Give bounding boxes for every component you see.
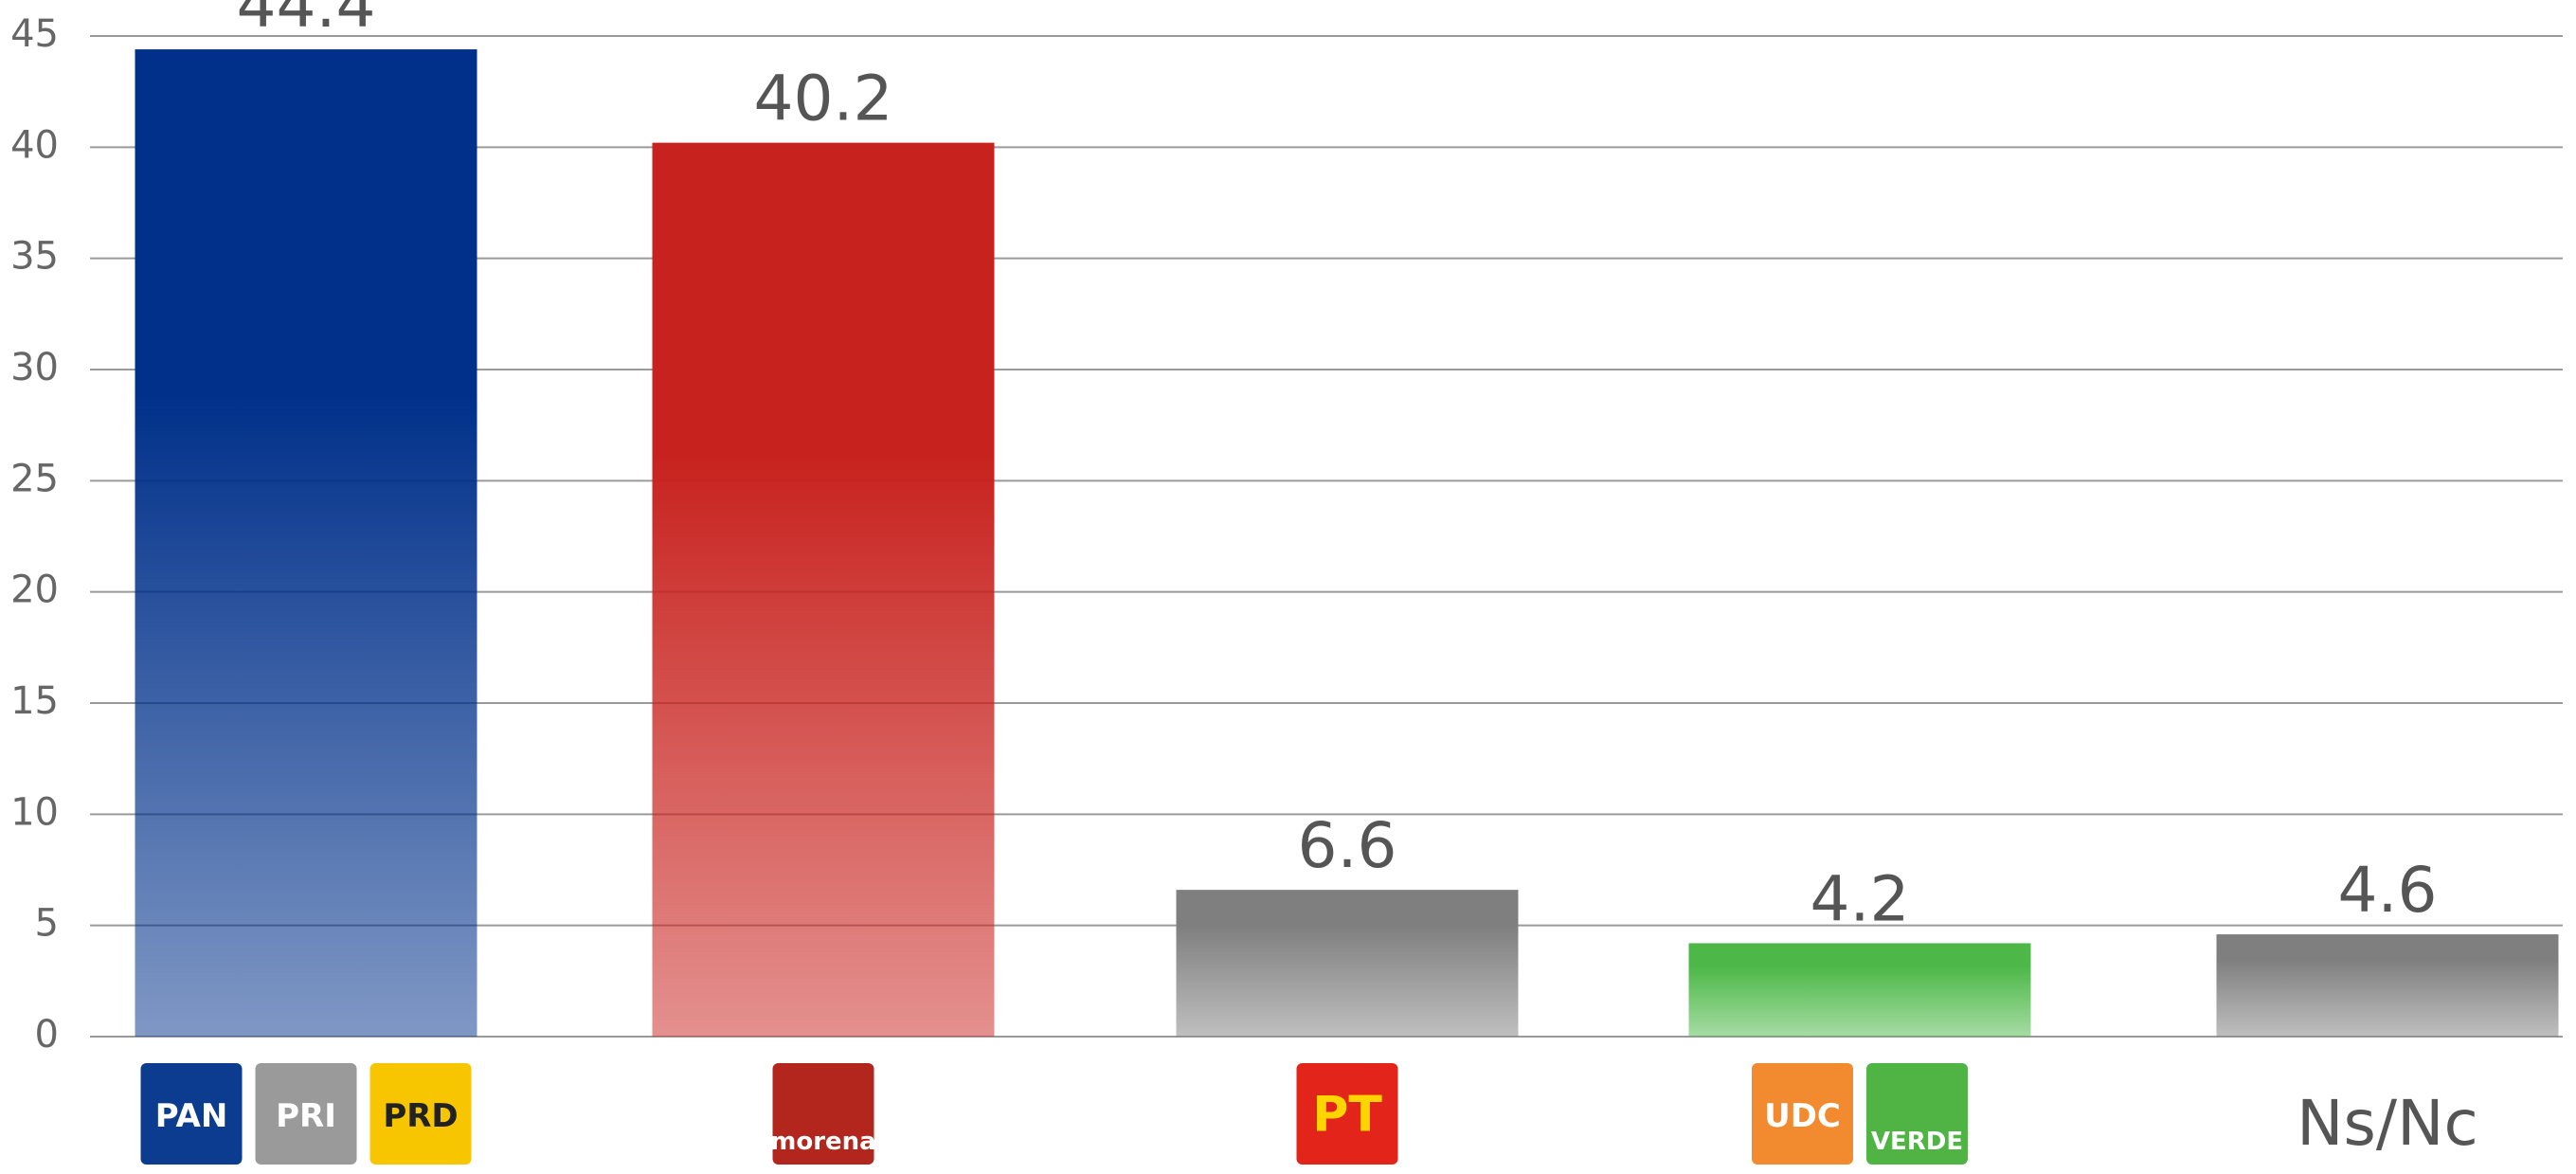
value-label: 4.6 — [2338, 854, 2438, 927]
x-tick-label: PRI — [276, 1097, 336, 1135]
x-tick-label: PRD — [383, 1097, 458, 1135]
y-tick-label: 20 — [10, 569, 59, 612]
party-logo — [1866, 1063, 1968, 1165]
value-label: 40.2 — [754, 63, 893, 135]
value-label: 6.6 — [1298, 809, 1397, 882]
party-logo — [369, 1063, 472, 1165]
party-logo — [1752, 1063, 1853, 1165]
y-tick-label: 45 — [10, 12, 59, 56]
value-label: 4.2 — [1810, 863, 1910, 936]
bar — [2216, 934, 2559, 1037]
bar — [135, 49, 477, 1038]
party-logo — [1296, 1063, 1398, 1165]
bar — [1688, 943, 2031, 1037]
bar — [652, 142, 995, 1037]
x-tick-label: VERDE — [1871, 1128, 1963, 1156]
y-tick-label: 25 — [10, 457, 59, 500]
y-tick-label: 15 — [10, 679, 59, 723]
y-tick-label: 5 — [35, 902, 59, 946]
x-tick-label: morena — [770, 1128, 875, 1156]
value-label: 44.4 — [237, 0, 376, 42]
y-tick-label: 40 — [10, 123, 59, 167]
x-tick-label: PT — [1312, 1087, 1382, 1144]
party-logo — [255, 1063, 357, 1165]
party-logo — [772, 1063, 874, 1165]
y-tick-label: 30 — [10, 346, 59, 389]
y-tick-label: 10 — [10, 790, 59, 834]
x-tick-label: PAN — [155, 1097, 228, 1135]
bar — [1176, 890, 1519, 1037]
x-tick-label: UDC — [1764, 1097, 1841, 1135]
x-tick-label: Ns/Nc — [2297, 1087, 2478, 1160]
party-logo — [140, 1063, 243, 1165]
y-tick-label: 35 — [10, 235, 59, 279]
y-tick-label: 0 — [35, 1013, 59, 1057]
